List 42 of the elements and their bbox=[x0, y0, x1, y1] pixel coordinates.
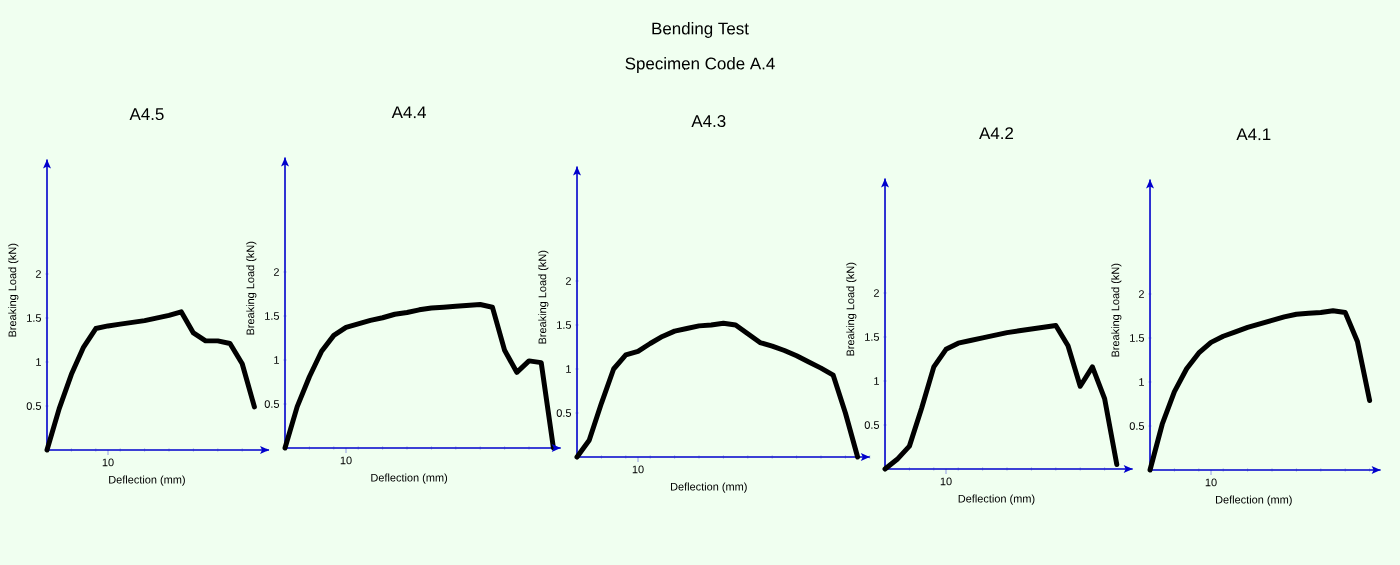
y-tick-label: 2 bbox=[873, 289, 879, 297]
y-tick-label: 1 bbox=[274, 356, 279, 364]
x-axis-title: Deflection (mm) bbox=[371, 473, 448, 484]
chart-title: A4.1 bbox=[1236, 128, 1271, 141]
y-tick-label: 1 bbox=[1139, 378, 1144, 386]
y-tick-label: 1.5 bbox=[265, 312, 280, 320]
y-tick-label: 1.5 bbox=[1130, 334, 1145, 342]
text: Specimen Code A.4 bbox=[625, 57, 775, 73]
y-tick-label: 0.5 bbox=[264, 400, 280, 408]
y-tick-label: 1 bbox=[874, 377, 879, 385]
y-tick-label: 1.5 bbox=[557, 321, 572, 329]
x-axis-title: Deflection (mm) bbox=[109, 475, 185, 486]
y-axis-title: Breaking Load (kN) bbox=[846, 262, 857, 356]
y-tick-label: 0.5 bbox=[26, 402, 42, 410]
y-axis-title: Breaking Load (kN) bbox=[8, 243, 19, 337]
y-tick-label: 2 bbox=[35, 270, 41, 278]
text: Bending Test bbox=[652, 22, 749, 38]
y-tick-label: 1 bbox=[36, 358, 41, 366]
y-tick-label: 2 bbox=[273, 268, 279, 276]
y-tick-label: 2 bbox=[565, 277, 571, 285]
text: 10 bbox=[102, 458, 114, 467]
y-axis-title: Breaking Load (kN) bbox=[246, 241, 257, 335]
text: 10 bbox=[632, 465, 644, 474]
y-axis-title: Breaking Load (kN) bbox=[538, 250, 549, 344]
x-axis-title: Deflection (mm) bbox=[958, 494, 1035, 505]
y-tick-label: 0.5 bbox=[864, 421, 880, 429]
text: 10 bbox=[340, 456, 352, 465]
y-tick-label: 1.5 bbox=[865, 333, 880, 341]
y-tick-label: 1.5 bbox=[27, 314, 42, 322]
text: 10 bbox=[940, 477, 952, 486]
chart-title: A4.5 bbox=[129, 108, 164, 121]
y-tick-label: 2 bbox=[1138, 290, 1144, 298]
x-axis-title: Deflection (mm) bbox=[671, 482, 747, 493]
x-axis-title: Deflection (mm) bbox=[1216, 495, 1292, 506]
chart-title: A4.3 bbox=[691, 115, 726, 128]
y-tick-label: 0.5 bbox=[556, 409, 572, 417]
y-axis-title: Breaking Load (kN) bbox=[1111, 263, 1122, 357]
chart-title: A4.2 bbox=[979, 127, 1014, 140]
y-tick-label: 1 bbox=[566, 365, 571, 373]
chart-title: A4.4 bbox=[391, 106, 426, 119]
y-tick-label: 0.5 bbox=[1129, 422, 1145, 430]
text: 10 bbox=[1205, 478, 1217, 487]
